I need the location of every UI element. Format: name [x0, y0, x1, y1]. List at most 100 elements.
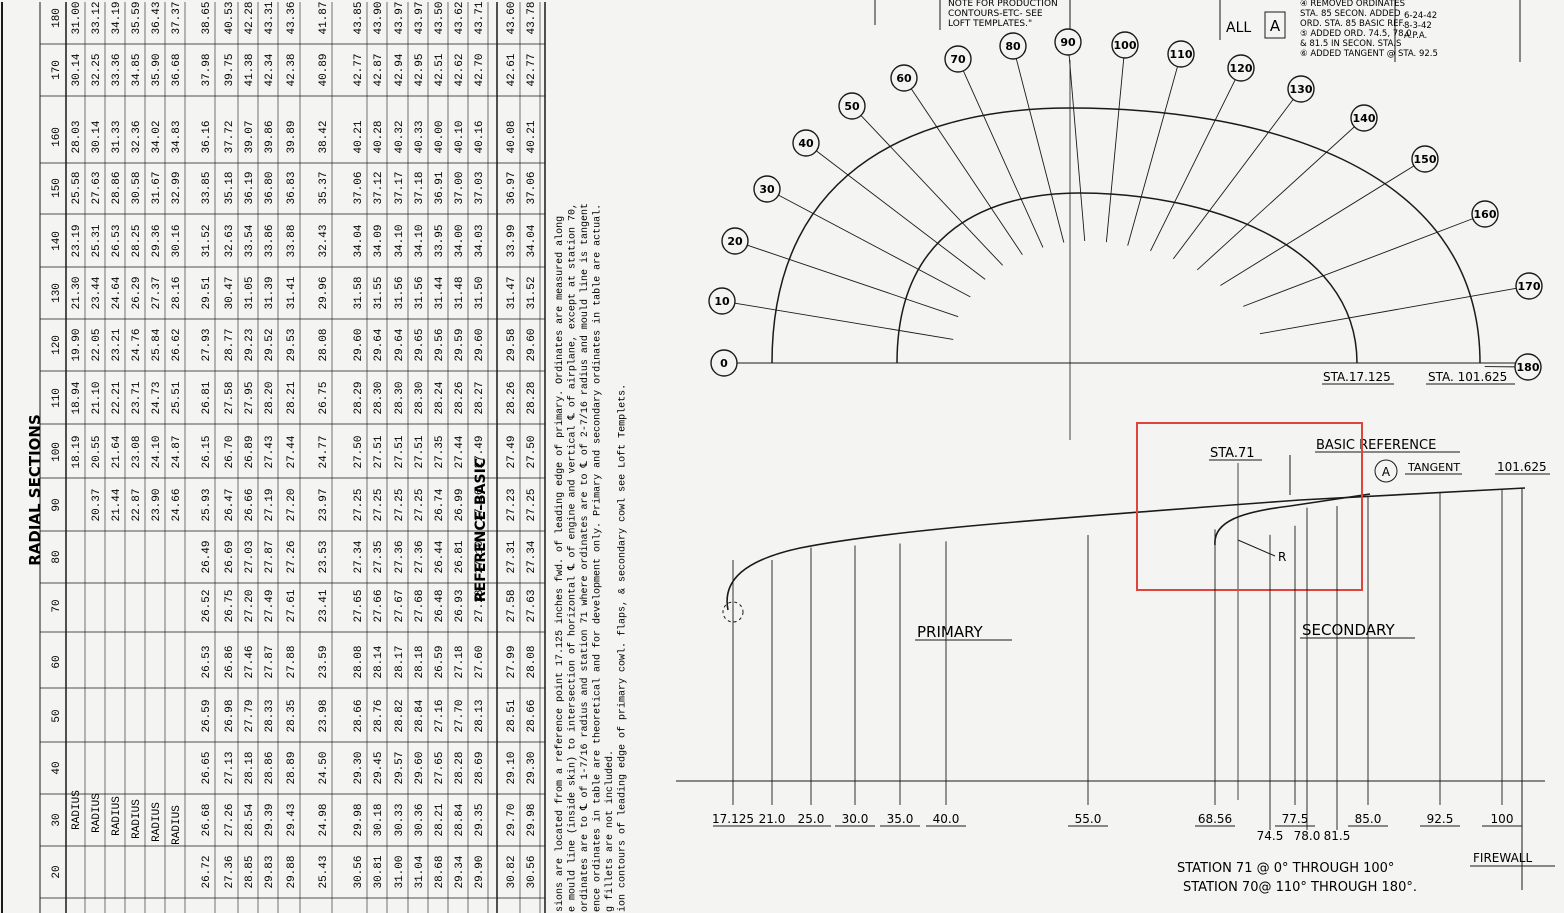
- table-cell: 27.79: [244, 699, 256, 732]
- table-cell: 26.53: [201, 645, 213, 678]
- table-cell: 21.30: [71, 276, 83, 309]
- revision-note: ⑤ ADDED ORD. 74.5, 78.0: [1300, 29, 1412, 39]
- table-cell: 23.19: [71, 224, 83, 257]
- table-cell: 27.34: [353, 540, 365, 573]
- table-cell: 26.59: [201, 699, 213, 732]
- table-cell: 20.37: [91, 488, 103, 521]
- angle-label: 170: [1518, 280, 1541, 293]
- table-cell: 26.70: [224, 435, 236, 468]
- table-cell: 27.35: [434, 435, 446, 468]
- table-cell: 43.85: [353, 1, 365, 34]
- table-cell: 40.32: [394, 120, 406, 153]
- table-cell: 37.98: [201, 53, 213, 86]
- table-cell: 22.05: [91, 328, 103, 361]
- table-cell: 28.28: [526, 381, 538, 414]
- table-cell: 29.43: [286, 803, 298, 836]
- angle-badge: [710, 349, 738, 377]
- table-cell: 32.25: [91, 53, 103, 86]
- ray: [816, 150, 986, 280]
- table-cell: 27.25: [394, 488, 406, 521]
- angle-badge: [890, 64, 918, 92]
- table-cell: 40.89: [318, 53, 330, 86]
- table-cell: RADIUS: [151, 802, 163, 842]
- table-cell: 40.08: [506, 120, 518, 153]
- table-cell: 31.48: [454, 276, 466, 309]
- table-cell: 40.33: [414, 120, 426, 153]
- angle-header: 110: [51, 388, 63, 408]
- angle-badge: [721, 227, 749, 255]
- table-cell: 42.77: [353, 53, 365, 86]
- table-cell: 27.93: [201, 328, 213, 361]
- table-cell: 39.07: [244, 120, 256, 153]
- revision-date: A.P.A.: [1404, 31, 1427, 41]
- table-cell: 27.36: [414, 540, 426, 573]
- table-cell: 29.65: [414, 328, 426, 361]
- table-cell: 43.78: [526, 1, 538, 34]
- table-cell: 42.38: [286, 53, 298, 86]
- table-cell: 26.29: [131, 276, 143, 309]
- table-cell: 28.17: [394, 645, 406, 678]
- table-cell: 34.03: [474, 224, 486, 257]
- table-cell: 27.25: [373, 488, 385, 521]
- angle-badge: [999, 32, 1027, 60]
- table-cell: 32.43: [318, 224, 330, 257]
- table-cell: 36.16: [201, 120, 213, 153]
- table-cell: 27.65: [434, 751, 446, 784]
- table-cell: 29.52: [264, 328, 276, 361]
- table-cell: 43.36: [286, 1, 298, 34]
- table-cell: 28.24: [434, 381, 446, 414]
- station-label: 35.0: [887, 812, 914, 826]
- table-cell: 26.48: [434, 589, 446, 622]
- table-cell: 27.25: [526, 488, 538, 521]
- station-label: 25.0: [798, 812, 825, 826]
- table-cell: RADIUS: [91, 793, 103, 833]
- table-cell: 42.62: [454, 53, 466, 86]
- secondary-label: SECONDARY: [1302, 621, 1396, 639]
- angle-label: 50: [844, 100, 860, 113]
- table-cell: 28.84: [454, 803, 466, 836]
- ray: [1259, 287, 1517, 335]
- table-cell: 31.50: [474, 276, 486, 309]
- ray: [860, 115, 1003, 266]
- table-cell: 18.19: [71, 435, 83, 468]
- angle-label: 20: [727, 235, 743, 248]
- table-cell: 29.88: [286, 855, 298, 888]
- angle-header: 90: [51, 498, 63, 511]
- ray: [734, 302, 954, 340]
- table-cell: 36.80: [264, 171, 276, 204]
- table-cell: 43.97: [414, 1, 426, 34]
- table-cell: 23.41: [318, 589, 330, 622]
- angle-badge: [1471, 200, 1499, 228]
- angle-label: 0: [720, 357, 728, 370]
- table-cell: 27.50: [526, 435, 538, 468]
- table-cell: 24.76: [131, 328, 143, 361]
- table-cell: 31.33: [111, 120, 123, 153]
- tangent: TANGENT: [1407, 461, 1460, 474]
- table-cell: 27.51: [414, 435, 426, 468]
- table-note: e mould line (inside skin) to intersecti…: [567, 203, 579, 912]
- angle-badge: [753, 175, 781, 203]
- table-cell: 27.28: [474, 589, 486, 622]
- table-cell: 23.90: [151, 488, 163, 521]
- table-cell: 42.51: [434, 53, 446, 86]
- table-cell: 37.17: [394, 171, 406, 204]
- leading-edge-radius: [722, 601, 744, 623]
- table-cell: 34.04: [526, 224, 538, 257]
- table-cell: 37.12: [373, 171, 385, 204]
- production-note: NOTE FOR PRODUCTION: [948, 0, 1058, 9]
- revision-note: ⑥ ADDED TANGENT @ STA. 92.5: [1300, 49, 1438, 59]
- table-cell: 27.95: [244, 381, 256, 414]
- angle-label: 110: [1170, 48, 1193, 61]
- revision-note: STA. 85 SECON. ADDED: [1300, 9, 1401, 19]
- table-cell: 28.25: [131, 224, 143, 257]
- table-cell: 28.18: [244, 751, 256, 784]
- table-cell: 29.35: [474, 803, 486, 836]
- table-cell: 26.81: [201, 381, 213, 414]
- firewall-label: FIREWALL: [1473, 851, 1532, 865]
- table-cell: 42.70: [474, 53, 486, 86]
- table-cell: 40.53: [224, 1, 236, 34]
- angle-header: 60: [51, 655, 63, 668]
- table-cell: 26.86: [224, 645, 236, 678]
- table-cell: 31.39: [264, 276, 276, 309]
- sta-label: STA.71: [1210, 446, 1255, 461]
